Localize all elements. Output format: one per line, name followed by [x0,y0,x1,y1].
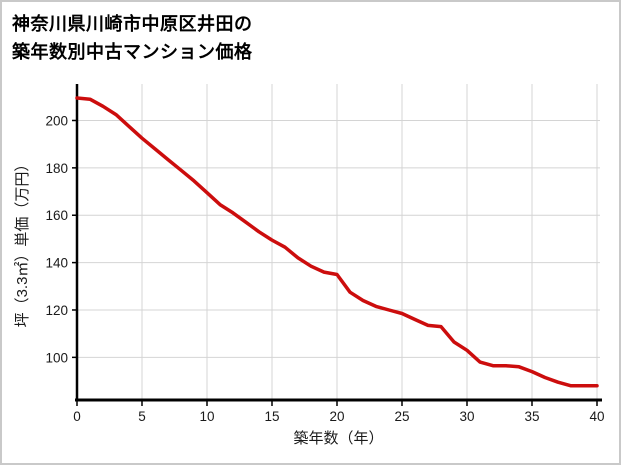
x-tick-label: 25 [394,409,409,424]
x-tick-label: 20 [329,409,344,424]
chart-title-line2: 築年数別中古マンション価格 [12,42,253,62]
chart-title: 神奈川県川崎市中原区井田の 築年数別中古マンション価格 [12,10,253,66]
chart-title-line1: 神奈川県川崎市中原区井田の [12,14,253,34]
x-tick-label: 30 [459,409,474,424]
x-tick-label: 10 [199,409,214,424]
y-tick-label: 140 [45,256,68,271]
y-tick-label: 160 [45,208,68,223]
y-tick-label: 180 [45,161,68,176]
price-line-series [75,96,599,388]
x-tick-label: 35 [524,409,539,424]
y-axis-title: 坪（3.3㎡）単価（万円） [14,157,31,328]
x-tick-label: 15 [264,409,279,424]
y-tick-label: 100 [45,350,68,365]
x-axis-title: 築年数（年） [293,429,383,447]
x-tick-label: 40 [589,409,604,424]
x-tick-label: 0 [73,409,81,424]
x-tick-label: 5 [138,409,146,424]
y-tick-label: 120 [45,303,68,318]
y-tick-label: 200 [45,113,68,128]
